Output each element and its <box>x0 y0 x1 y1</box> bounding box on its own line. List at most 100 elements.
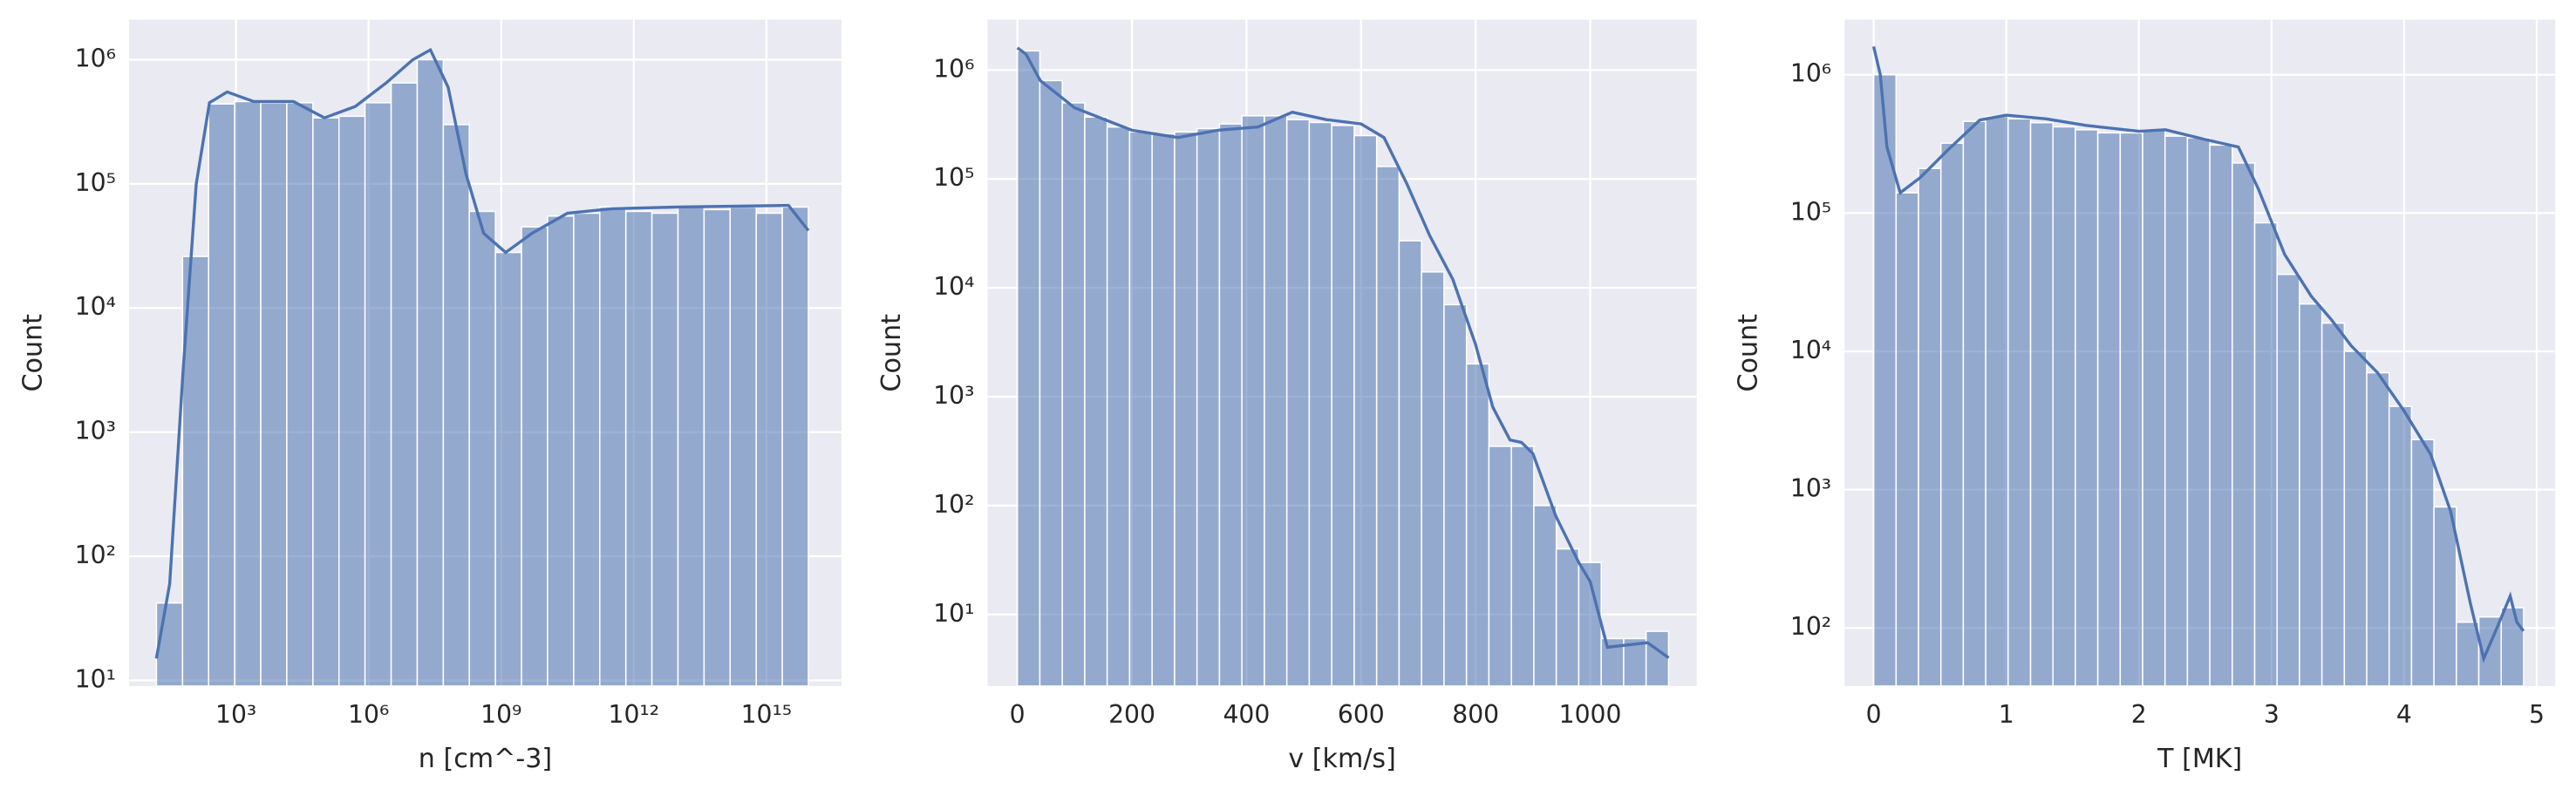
bar <box>1985 115 2009 687</box>
bar <box>1264 115 1288 687</box>
y-tick-label: 10⁵ <box>75 168 116 197</box>
y-tick-label: 10⁶ <box>933 54 974 83</box>
bar <box>599 206 627 687</box>
bar <box>521 226 549 687</box>
x-tick-label: 2 <box>2131 700 2147 729</box>
bar <box>547 215 575 687</box>
x-tick-label: 0 <box>1010 700 1026 729</box>
x-axis-label: v [km/s] <box>1288 744 1395 774</box>
bar <box>1308 121 1332 687</box>
y-tick-label: 10³ <box>1790 474 1831 503</box>
y-tick-label: 10¹ <box>75 664 116 693</box>
y-tick-label: 10⁴ <box>933 272 974 301</box>
bar <box>2007 118 2032 687</box>
bar <box>1465 363 1490 687</box>
bar <box>2186 137 2211 687</box>
bar <box>2232 162 2256 687</box>
bar <box>416 58 445 687</box>
x-tick-label: 800 <box>1452 700 1499 729</box>
x-tick-label: 10¹⁵ <box>741 700 793 729</box>
bar <box>2253 221 2278 687</box>
bar <box>1218 123 1243 687</box>
bar <box>1106 126 1131 687</box>
bar <box>2456 621 2480 687</box>
bar <box>2075 129 2099 687</box>
bar <box>1443 303 1468 687</box>
bar <box>338 115 366 687</box>
bar <box>260 102 288 687</box>
kde-line <box>1016 46 1670 659</box>
bar <box>1375 166 1400 687</box>
bar <box>2209 144 2233 687</box>
bar <box>1196 127 1221 687</box>
bar <box>729 206 757 687</box>
bar <box>2164 135 2189 687</box>
bar <box>2388 405 2413 687</box>
bar <box>390 82 419 687</box>
y-tick-label: 10³ <box>933 381 974 410</box>
bar <box>781 206 809 687</box>
x-tick-label: 1 <box>1999 700 2014 729</box>
y-axis-label: Count <box>876 314 907 392</box>
y-tick-label: 10⁴ <box>75 292 116 321</box>
bar <box>286 102 314 687</box>
bar <box>1061 102 1086 687</box>
bar <box>2276 273 2300 687</box>
x-tick-label: 600 <box>1338 700 1385 729</box>
bar <box>755 212 783 687</box>
bar <box>494 251 522 687</box>
y-tick-label: 10² <box>1790 612 1831 641</box>
bar <box>2343 350 2368 687</box>
bar <box>1623 637 1647 687</box>
x-tick-label: 5 <box>2529 700 2545 729</box>
y-axis-label: Count <box>1733 314 1763 392</box>
bar <box>442 124 470 687</box>
bar <box>1353 134 1378 687</box>
bar <box>1128 131 1153 687</box>
subplot: 10¹ 10² 10³ 10⁴ 10⁵ 10⁶ 0 200 400 600 800 1000 v [km… <box>876 19 1697 774</box>
bar <box>1151 133 1176 687</box>
bar <box>364 102 392 687</box>
x-tick-label: 400 <box>1223 700 1270 729</box>
x-tick-label: 0 <box>1866 700 1882 729</box>
bar <box>677 206 705 687</box>
bar <box>1421 271 1445 687</box>
bar <box>234 100 262 687</box>
bar <box>2410 439 2435 687</box>
bar <box>2142 129 2166 687</box>
bar <box>2500 607 2525 687</box>
y-tick-label: 10⁶ <box>1790 59 1831 88</box>
y-tick-label: 10⁴ <box>1790 336 1831 364</box>
bar <box>1962 120 1987 687</box>
bar <box>1174 131 1198 687</box>
bar <box>1241 115 1265 687</box>
bar <box>2299 303 2323 687</box>
y-tick-label: 10² <box>933 490 974 519</box>
y-tick-label: 10¹ <box>933 599 974 628</box>
x-tick-label: 1000 <box>1559 700 1622 729</box>
bar <box>1895 192 1919 687</box>
subplot: 10² 10³ 10⁴ 10⁵ 10⁶ 0 1 2 3 4 5 T [MK] Count <box>1733 19 2556 774</box>
bar <box>312 117 340 687</box>
subplot: 10¹ 10² 10³ 10⁴ 10⁵ 10⁶ 10³ 10⁶ 10⁹ 10¹² 10¹⁵ n [cm… <box>17 19 842 774</box>
bar <box>2433 506 2457 687</box>
y-tick-label: 10⁵ <box>933 163 974 192</box>
bar <box>624 210 653 687</box>
bar <box>1398 240 1422 687</box>
x-tick-label: 200 <box>1108 700 1155 729</box>
x-axis-label: n [cm^-3] <box>419 744 552 774</box>
bar <box>1331 125 1355 687</box>
bar <box>2119 132 2143 687</box>
bar <box>573 212 601 687</box>
bar <box>1285 119 1311 687</box>
bar <box>1533 505 1557 687</box>
bar <box>1510 446 1535 687</box>
bar <box>1488 446 1512 687</box>
x-tick-label: 10¹² <box>609 700 660 729</box>
bar <box>468 210 496 687</box>
x-tick-label: 10³ <box>215 700 256 729</box>
bar <box>703 208 731 687</box>
bar <box>2096 132 2122 687</box>
